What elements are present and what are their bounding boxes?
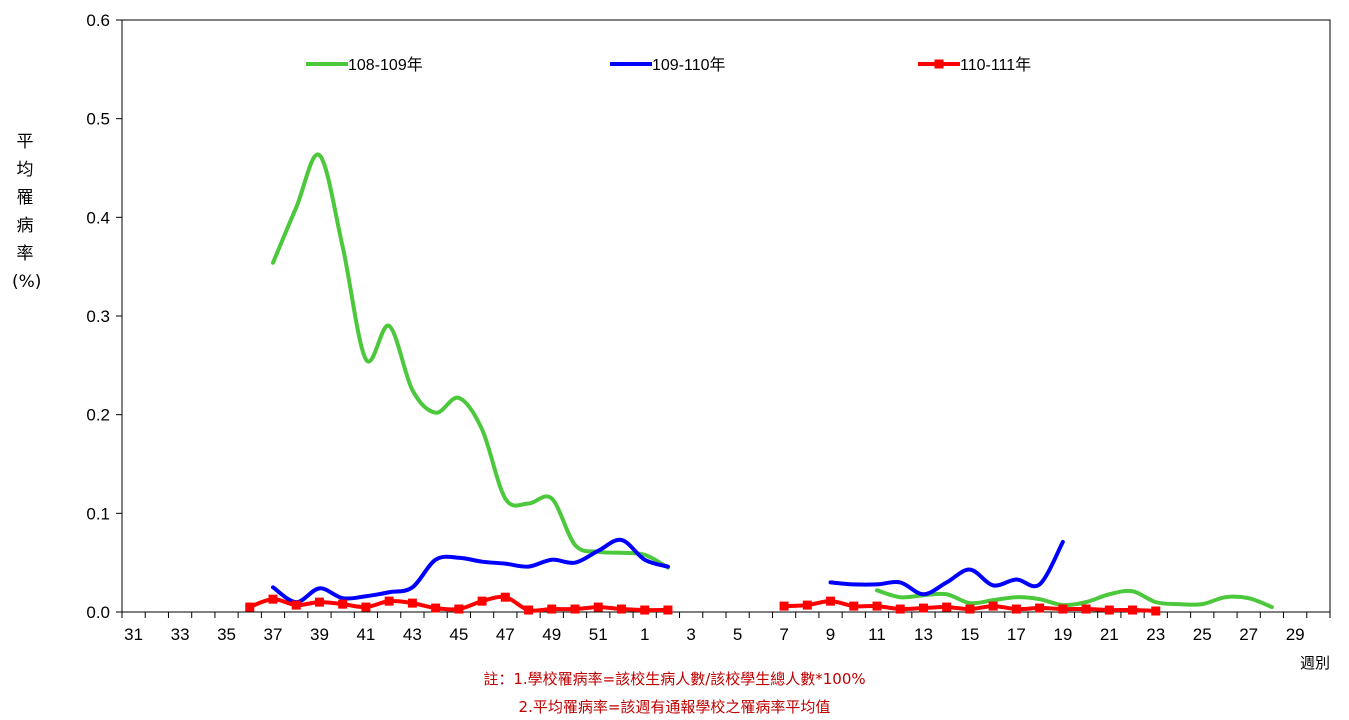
y-tick-label: 0.2: [86, 406, 110, 425]
data-point: [942, 602, 952, 612]
x-tick-label: 43: [403, 625, 422, 644]
data-point: [454, 604, 464, 614]
data-point: [616, 604, 626, 614]
data-point: [547, 604, 557, 614]
data-point: [1011, 604, 1021, 614]
x-tick-label: 7: [779, 625, 788, 644]
legend-marker: [934, 59, 944, 69]
data-point: [593, 602, 603, 612]
x-tick-label: 9: [826, 625, 835, 644]
legend: 108-109年 109-110年 110-111年: [306, 56, 1031, 74]
data-point: [663, 605, 673, 615]
data-point: [779, 601, 789, 611]
y-tick-label: 0.5: [86, 110, 110, 129]
x-tick-label: 45: [449, 625, 468, 644]
x-tick-label: 41: [356, 625, 375, 644]
x-tick-label: 51: [589, 625, 608, 644]
data-point: [965, 604, 975, 614]
data-point: [849, 601, 859, 611]
x-tick-label: 31: [124, 625, 143, 644]
x-tick-label: 3: [686, 625, 695, 644]
data-point: [895, 604, 905, 614]
x-tick-label: 5: [733, 625, 742, 644]
data-point: [477, 596, 487, 606]
data-point: [384, 596, 394, 606]
y-tick-label: 0.4: [86, 208, 110, 227]
data-point: [268, 594, 278, 604]
series-lines: [245, 152, 1274, 616]
data-point: [872, 601, 882, 611]
x-tick-label: 39: [310, 625, 329, 644]
x-tick-label: 21: [1100, 625, 1119, 644]
x-tick-label: 25: [1193, 625, 1212, 644]
data-point: [524, 605, 534, 615]
x-tick-label: 23: [1146, 625, 1165, 644]
data-point: [826, 596, 836, 606]
footnote-2: 2.平均罹病率=該週有通報學校之罹病率平均值: [518, 698, 831, 716]
x-tick-label: 1: [640, 625, 649, 644]
data-point: [640, 605, 650, 615]
plot-frame: [121, 19, 1331, 613]
series-line: [828, 539, 1065, 597]
x-tick-label: 15: [960, 625, 979, 644]
x-tick-label: 19: [1053, 625, 1072, 644]
y-tick-label: 0.3: [86, 307, 110, 326]
series-line: [271, 152, 670, 570]
x-tick-label: 29: [1286, 625, 1305, 644]
y-tick-label: 0.6: [86, 11, 110, 30]
legend-label: 110-111年: [960, 56, 1031, 74]
x-tick-label: 33: [171, 625, 190, 644]
data-point: [1058, 604, 1068, 614]
data-point: [291, 600, 301, 610]
data-point: [570, 604, 580, 614]
x-tick-label: 35: [217, 625, 236, 644]
x-tick-label: 11: [868, 625, 886, 644]
x-tick-label: 49: [542, 625, 561, 644]
series-2: [245, 592, 1161, 616]
data-point: [361, 602, 371, 612]
series-1: [271, 537, 1065, 605]
legend-label: 109-110年: [652, 56, 726, 74]
x-tick-label: 27: [1239, 625, 1258, 644]
x-tick-label: 47: [496, 625, 515, 644]
data-point: [245, 602, 255, 612]
data-point: [407, 598, 417, 608]
axes: 0.00.10.20.30.40.50.631 33 35 37 39 41 43 45 47 4…: [86, 11, 1331, 644]
data-point: [1104, 605, 1114, 615]
x-tick-label: 37: [264, 625, 283, 644]
y-tick-label: 0.1: [86, 504, 110, 523]
data-point: [500, 592, 510, 602]
series-line: [875, 588, 1274, 610]
series-line: [271, 537, 670, 605]
data-point: [802, 600, 812, 610]
data-point: [1081, 604, 1091, 614]
y-tick-label: 0.0: [86, 603, 110, 622]
data-point: [1035, 603, 1045, 613]
data-point: [431, 603, 441, 613]
data-point: [1128, 605, 1138, 615]
x-tick-label: 17: [1007, 625, 1026, 644]
legend-label: 108-109年: [348, 56, 423, 74]
data-point: [314, 597, 324, 607]
x-axis-label: 週別: [1300, 654, 1331, 672]
data-point: [1151, 606, 1161, 616]
series-0: [271, 152, 1274, 610]
x-tick-label: 13: [914, 625, 933, 644]
footnote-1: 註：1.學校罹病率=該校生病人數/該校學生總人數*100%: [483, 670, 866, 688]
data-point: [988, 601, 998, 611]
data-point: [918, 603, 928, 613]
y-axis-label: 平均罹病率(%): [12, 132, 42, 292]
data-point: [338, 599, 348, 609]
